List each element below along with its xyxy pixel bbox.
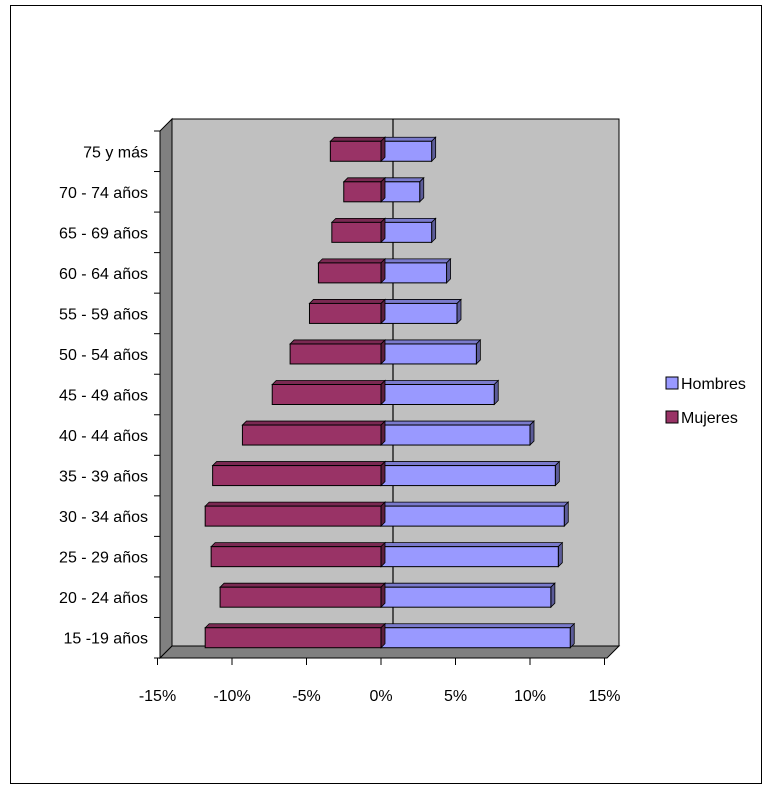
y-tick-label: 70 - 74 años xyxy=(59,185,148,202)
bar-hombres-12 xyxy=(380,136,437,163)
bar-hombres-3 xyxy=(380,501,570,528)
y-tick-label: 35 - 39 años xyxy=(59,469,148,486)
x-tick-label: 10% xyxy=(514,688,546,705)
x-tick-label: 5% xyxy=(444,688,467,705)
y-axis-labels: 15 -19 años 20 - 24 años 25 - 29 años 30 - … xyxy=(59,144,148,647)
bar-mujeres-1 xyxy=(219,582,386,609)
y-tick-label: 40 - 44 años xyxy=(59,428,148,445)
x-tick-label: -15% xyxy=(139,688,176,705)
y-tick-label: 20 - 24 años xyxy=(59,590,148,607)
legend-swatch-hombres xyxy=(665,376,679,390)
bar-hombres-11 xyxy=(380,176,425,203)
bar-mujeres-2 xyxy=(210,541,386,568)
legend-label-mujeres: Mujeres xyxy=(681,410,738,427)
x-tick-label: 0% xyxy=(369,688,392,705)
bar-mujeres-6 xyxy=(271,379,386,406)
y-tick-label: 50 - 54 años xyxy=(59,347,148,364)
bar-mujeres-12 xyxy=(329,136,386,163)
y-tick-label: 15 -19 años xyxy=(63,631,148,648)
bars xyxy=(204,136,576,649)
legend-swatch-mujeres xyxy=(665,410,679,424)
x-tick-label: -5% xyxy=(292,688,320,705)
bar-mujeres-9 xyxy=(317,257,386,284)
bar-mujeres-8 xyxy=(308,298,386,325)
bar-hombres-2 xyxy=(380,541,564,568)
y-tick-label: 25 - 29 años xyxy=(59,550,148,567)
legend: Hombres Mujeres xyxy=(665,376,746,427)
bar-hombres-4 xyxy=(380,460,561,487)
bar-mujeres-10 xyxy=(330,217,386,244)
floor xyxy=(158,645,621,659)
x-tick-label: -10% xyxy=(213,688,250,705)
axes xyxy=(154,130,605,665)
x-tick-label: 15% xyxy=(588,688,620,705)
bar-mujeres-3 xyxy=(204,501,386,528)
bar-hombres-5 xyxy=(380,420,535,447)
y-tick-label: 60 - 64 años xyxy=(59,266,148,283)
x-axis-labels: -15% -10% -5% 0% 5% 10% 15% xyxy=(139,688,621,705)
bar-mujeres-0 xyxy=(204,622,386,649)
y-tick-label: 55 - 59 años xyxy=(59,306,148,323)
bar-hombres-6 xyxy=(380,379,500,406)
bar-hombres-7 xyxy=(380,338,482,365)
y-tick-label: 45 - 49 años xyxy=(59,388,148,405)
bar-hombres-1 xyxy=(380,582,556,609)
bar-mujeres-11 xyxy=(342,176,386,203)
side-wall xyxy=(159,117,173,660)
bar-mujeres-5 xyxy=(241,420,386,447)
bar-mujeres-7 xyxy=(289,338,386,365)
legend-label-hombres: Hombres xyxy=(681,376,746,393)
bar-mujeres-4 xyxy=(211,460,386,487)
bar-hombres-8 xyxy=(380,298,462,325)
y-tick-label: 75 y más xyxy=(83,144,148,161)
y-tick-label: 65 - 69 años xyxy=(59,225,148,242)
bar-hombres-10 xyxy=(380,217,437,244)
y-tick-label: 30 - 34 años xyxy=(59,509,148,526)
bar-hombres-0 xyxy=(380,622,576,649)
bar-hombres-9 xyxy=(380,257,452,284)
